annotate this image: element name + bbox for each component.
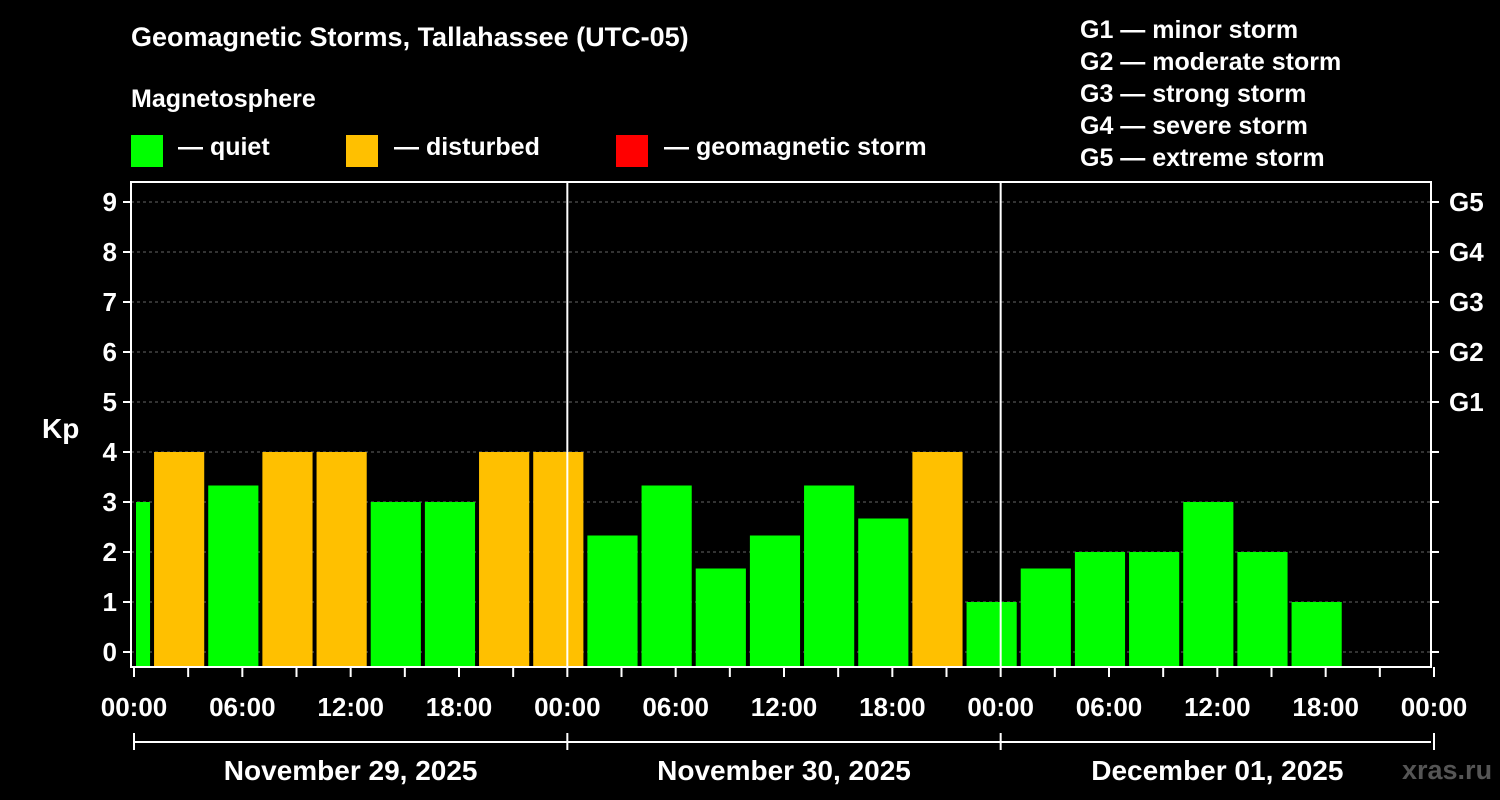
y-tick-label-8: 8	[103, 237, 117, 267]
storm-scale-g1: G1 — minor storm	[1080, 16, 1299, 44]
y-tick-label-7: 7	[103, 287, 117, 317]
bar-4	[316, 452, 367, 667]
legend-label-storm: — geomagnetic storm	[664, 133, 927, 161]
right-axis-label-g1: G1	[1449, 387, 1484, 417]
legend-swatch-storm	[616, 135, 648, 167]
legend-swatch-quiet	[131, 135, 163, 167]
bars-layer	[136, 452, 1342, 667]
storm-scale-g4: G4 — severe storm	[1080, 112, 1308, 140]
bar-2	[208, 485, 259, 667]
bar-7	[479, 452, 530, 667]
bar-8	[533, 452, 584, 667]
right-axis-label-g5: G5	[1449, 187, 1484, 217]
bar-9	[587, 535, 638, 667]
storm-scale-g2: G2 — moderate storm	[1080, 48, 1342, 76]
y-tick-label-2: 2	[103, 537, 117, 567]
watermark: xras.ru	[1402, 755, 1493, 785]
bar-12	[749, 535, 801, 667]
bar-13	[804, 485, 855, 667]
x-tick-label-7: 18:00	[859, 692, 926, 722]
y-tick-label-0: 0	[103, 637, 117, 667]
chart-title: Geomagnetic Storms, Tallahassee (UTC-05)	[131, 22, 689, 52]
bar-0	[136, 502, 151, 667]
x-tick-label-1: 06:00	[209, 692, 276, 722]
right-axis-label-g4: G4	[1449, 237, 1484, 267]
bar-14	[858, 518, 909, 667]
x-tick-label-3: 18:00	[426, 692, 493, 722]
x-tick-label-0: 00:00	[101, 692, 168, 722]
bar-22	[1291, 602, 1342, 667]
y-axis-title: Kp	[42, 413, 79, 444]
x-tick-label-4: 00:00	[534, 692, 601, 722]
bar-6	[424, 502, 476, 667]
y-tick-label-1: 1	[103, 587, 117, 617]
x-tick-label-11: 18:00	[1292, 692, 1359, 722]
date-label-1: November 30, 2025	[657, 755, 911, 786]
bar-16	[966, 602, 1017, 667]
y-tick-label-5: 5	[103, 387, 117, 417]
storm-scale-g5: G5 — extreme storm	[1080, 144, 1325, 172]
date-label-0: November 29, 2025	[224, 755, 478, 786]
legend-label-quiet: — quiet	[178, 133, 270, 161]
magnetosphere-title: Magnetosphere	[131, 85, 316, 113]
storm-scale-g3: G3 — strong storm	[1080, 80, 1307, 108]
right-axis-label-g3: G3	[1449, 287, 1484, 317]
labels-layer: 0 1 2 3 4 5 6 7 8 9 G1 G2 G3 G4 G5 Kp 00:00 06:00 12:00 18:…	[42, 187, 1484, 786]
x-tick-label-5: 06:00	[642, 692, 709, 722]
x-tick-label-10: 12:00	[1184, 692, 1251, 722]
bar-17	[1020, 568, 1071, 667]
bar-10	[641, 485, 692, 667]
x-tick-label-9: 06:00	[1076, 692, 1143, 722]
bar-15	[912, 452, 963, 667]
x-tick-label-2: 12:00	[317, 692, 384, 722]
x-tick-label-12: 00:00	[1401, 692, 1468, 722]
bar-20	[1183, 502, 1234, 667]
legend-label-disturbed: — disturbed	[394, 133, 540, 161]
y-tick-label-9: 9	[103, 187, 117, 217]
right-axis-label-g2: G2	[1449, 337, 1484, 367]
bar-21	[1237, 552, 1288, 667]
y-tick-label-6: 6	[103, 337, 117, 367]
x-tick-label-8: 00:00	[967, 692, 1034, 722]
plot-frame	[130, 181, 1432, 668]
bar-19	[1129, 552, 1180, 667]
storm-scale-legend: G1 — minor storm G2 — moderate storm G3 …	[1080, 14, 1341, 174]
bar-5	[370, 502, 421, 667]
x-tick-label-6: 12:00	[751, 692, 818, 722]
date-label-2: December 01, 2025	[1091, 755, 1343, 786]
bar-18	[1074, 552, 1126, 667]
bar-3	[262, 452, 313, 667]
bar-1	[154, 452, 205, 667]
y-tick-label-3: 3	[103, 487, 117, 517]
y-tick-label-4: 4	[103, 437, 118, 467]
axes-layer	[123, 181, 1439, 750]
legend-swatch-disturbed	[346, 135, 378, 167]
bar-11	[695, 568, 746, 667]
